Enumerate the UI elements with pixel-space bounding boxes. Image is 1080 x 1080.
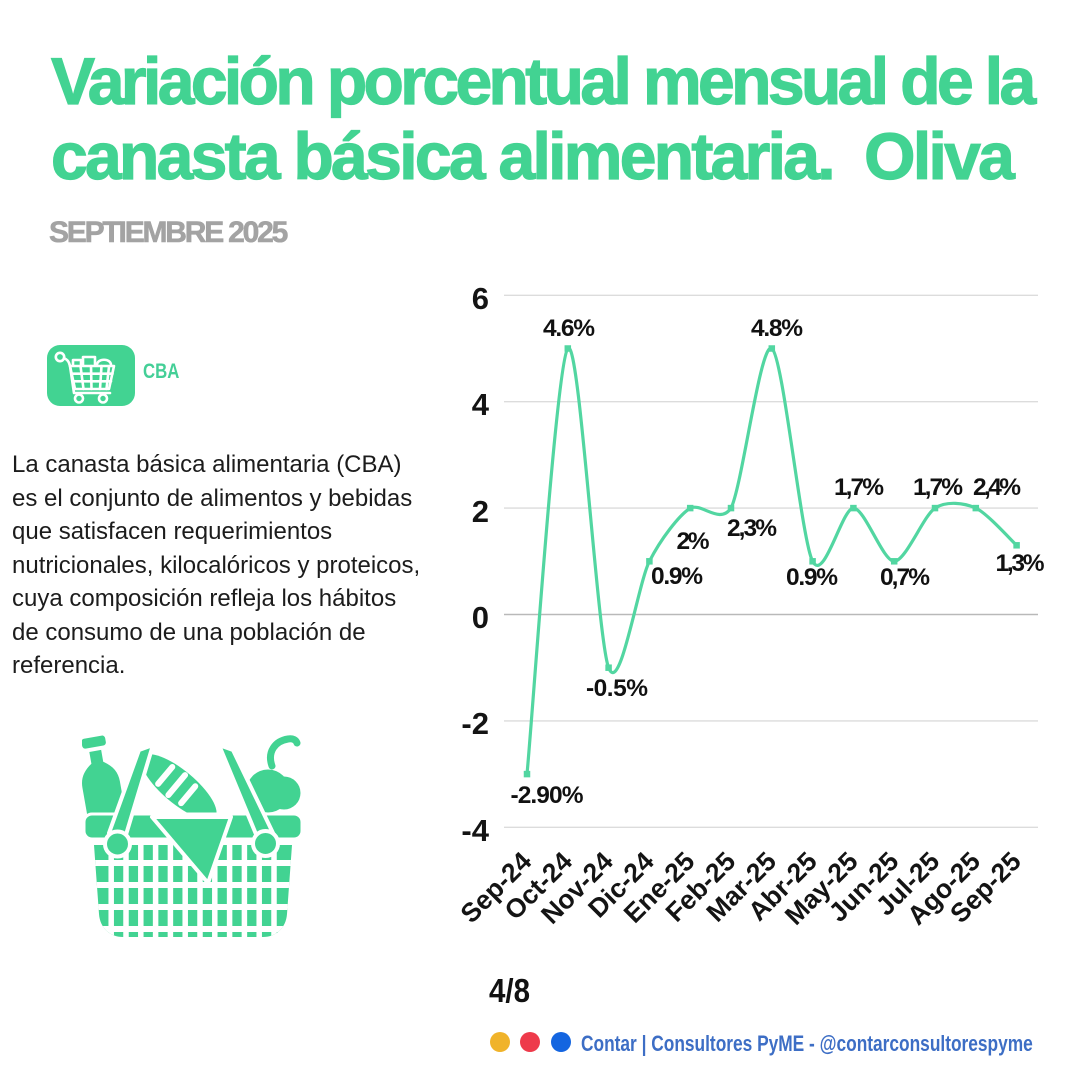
svg-text:-2.90%: -2.90% — [511, 782, 584, 809]
svg-text:-4: -4 — [461, 813, 489, 848]
svg-text:0,7%: 0,7% — [880, 564, 930, 591]
svg-text:4: 4 — [472, 387, 490, 422]
svg-text:2,4%: 2,4% — [973, 474, 1021, 501]
svg-text:1,7%: 1,7% — [834, 474, 884, 501]
svg-text:0.9%: 0.9% — [786, 564, 838, 591]
svg-text:6: 6 — [472, 281, 489, 316]
svg-text:2: 2 — [472, 494, 489, 529]
svg-text:2,3%: 2,3% — [727, 515, 777, 542]
svg-text:4/8: 4/8 — [489, 972, 530, 1009]
svg-text:0: 0 — [472, 600, 489, 635]
svg-text:1,7%: 1,7% — [913, 474, 963, 501]
svg-text:4.8%: 4.8% — [751, 315, 803, 342]
svg-text:4.6%: 4.6% — [543, 315, 595, 342]
svg-text:-0.5%: -0.5% — [586, 675, 648, 702]
svg-text:-2: -2 — [461, 706, 489, 741]
svg-text:0.9%: 0.9% — [651, 563, 703, 590]
svg-text:2%: 2% — [677, 528, 710, 555]
svg-text:1,3%: 1,3% — [996, 550, 1045, 577]
